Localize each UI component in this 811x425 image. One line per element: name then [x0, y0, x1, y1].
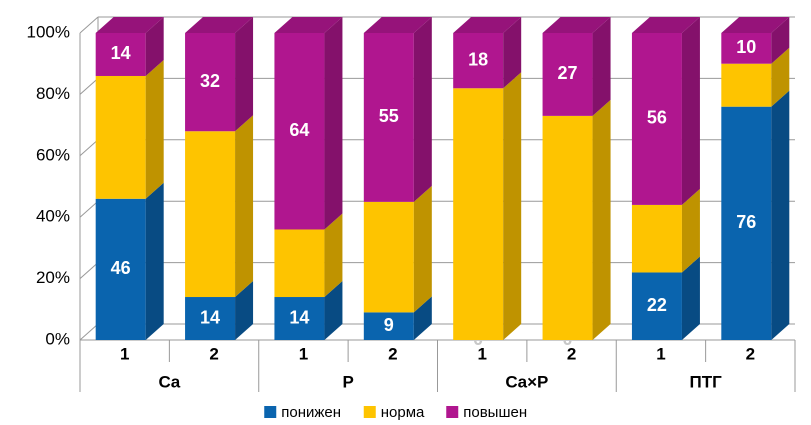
bar-top	[721, 17, 790, 33]
legend-label: понижен	[281, 404, 341, 421]
bar-side	[413, 185, 432, 313]
legend-swatch	[264, 406, 277, 418]
legend-swatch	[363, 406, 376, 418]
data-label: 46	[111, 258, 131, 278]
data-label: 55	[379, 106, 399, 126]
y-tick-label: 80%	[36, 84, 70, 103]
bar-segment	[274, 297, 325, 340]
bar-segment	[721, 33, 772, 64]
bar-segment	[453, 33, 504, 89]
bar-segment	[631, 272, 682, 340]
data-label: 27	[558, 63, 578, 83]
bar-top	[274, 17, 343, 33]
bar-segment	[721, 106, 772, 341]
bar-segment	[542, 115, 593, 340]
data-label: 56	[647, 108, 667, 128]
bar-segment	[363, 201, 414, 313]
x-tick-label: 1	[299, 344, 308, 363]
bar-top	[542, 17, 611, 33]
bar-side	[324, 281, 343, 340]
x-tick-label: 2	[746, 344, 755, 363]
legend-label: норма	[381, 404, 425, 421]
bar-segment	[185, 297, 236, 340]
bar-side	[235, 115, 254, 298]
group-label: Ca×P	[505, 372, 548, 391]
bar-top	[363, 17, 432, 33]
data-label: 32	[200, 71, 220, 91]
grid-line	[79, 262, 99, 279]
bar-side	[413, 296, 432, 340]
x-tick-label: 1	[120, 344, 129, 363]
data-label: 14	[111, 43, 131, 63]
grid-line	[79, 139, 99, 157]
bar-segment	[274, 33, 325, 230]
grid-line	[79, 323, 99, 341]
group-label: ПТГ	[690, 372, 723, 391]
y-tick-label: 0%	[45, 329, 70, 348]
y-tick-label: 40%	[36, 207, 70, 226]
bar-segment	[95, 198, 146, 340]
bar-segment	[631, 33, 682, 205]
bar-segment	[363, 33, 414, 202]
bar-segment	[453, 88, 504, 340]
bar-side	[145, 59, 164, 199]
x-tick-label: 2	[209, 344, 218, 363]
bar-side	[324, 17, 343, 230]
data-label: 9	[384, 315, 394, 335]
bar-side	[503, 72, 522, 340]
data-label: 76	[736, 212, 756, 232]
data-label: 18	[468, 49, 488, 69]
bar-side	[413, 17, 432, 202]
x-tick-label: 2	[567, 344, 576, 363]
legend-label: повышен	[463, 404, 527, 421]
bar-side	[145, 17, 164, 76]
bar-side	[235, 281, 254, 340]
bar-side	[324, 213, 343, 298]
bar-segment	[274, 229, 325, 298]
bar-segment	[185, 131, 236, 298]
bar-side	[681, 188, 700, 273]
bar-side	[145, 182, 164, 340]
grid-line	[79, 200, 99, 218]
x-tick-label: 1	[656, 344, 665, 363]
bar-side	[681, 256, 700, 340]
bar-side	[681, 17, 700, 205]
bar-side	[592, 17, 611, 116]
bar-side	[771, 47, 790, 107]
data-label: 64	[289, 120, 309, 140]
bar-side	[235, 17, 254, 132]
bar-segment	[721, 63, 772, 107]
group-label: P	[342, 372, 353, 391]
data-label: 14	[200, 307, 220, 327]
y-tick-label: 60%	[36, 145, 70, 164]
grid-line	[79, 78, 99, 95]
bar-top	[453, 17, 522, 33]
x-tick-label: 1	[477, 344, 486, 363]
bar-segment	[185, 33, 236, 132]
data-label: 14	[289, 307, 309, 327]
y-tick-label: 100%	[27, 22, 70, 41]
group-label: Ca	[159, 372, 181, 391]
bar-segment	[363, 312, 414, 340]
data-label: 10	[736, 37, 756, 57]
bar-segment	[95, 75, 146, 199]
legend-swatch	[446, 406, 459, 418]
bar-side	[503, 17, 522, 89]
x-tick-label: 2	[388, 344, 397, 363]
bar-side	[771, 17, 790, 64]
bar-side	[592, 99, 611, 340]
bar-segment	[542, 33, 593, 116]
bar-top	[95, 17, 164, 33]
bar-top	[185, 17, 254, 33]
y-tick-label: 20%	[36, 268, 70, 287]
data-label: 22	[647, 295, 667, 315]
grid-line	[79, 16, 99, 34]
bar-top	[631, 17, 700, 33]
bar-segment	[631, 204, 682, 273]
bar-side	[771, 90, 790, 341]
bar-segment	[95, 33, 146, 76]
